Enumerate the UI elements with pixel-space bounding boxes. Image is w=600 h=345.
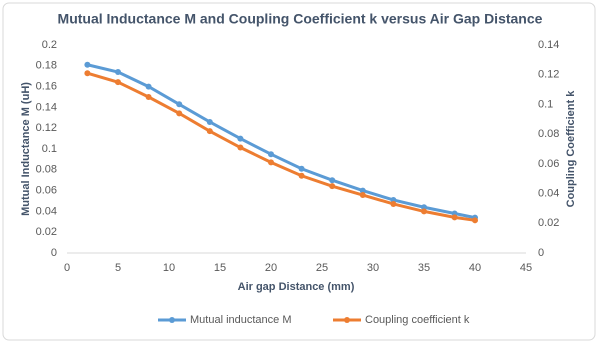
y-tick-label: 0.12 [36, 122, 57, 134]
data-point [421, 208, 427, 215]
x-tick-label: 45 [520, 262, 532, 274]
data-point [390, 200, 397, 207]
data-point [359, 192, 366, 199]
data-point [472, 217, 478, 224]
data-point [84, 61, 91, 68]
y2-tick-label: 0.1 [538, 98, 553, 110]
data-point [451, 214, 458, 221]
data-point [145, 83, 152, 90]
y2-axis-title: Coupling Coefficient k [565, 90, 577, 208]
y2-tick-label: 0 [538, 247, 544, 259]
data-point [115, 79, 121, 86]
y2-tick-label: 0.14 [538, 39, 559, 51]
x-tick-label: 15 [214, 262, 226, 274]
x-tick-label: 0 [64, 262, 70, 274]
x-tick-label: 25 [316, 262, 328, 274]
x-tick-label: 20 [265, 262, 277, 274]
y-tick-label: 0.04 [36, 205, 57, 217]
x-axis-title: Air gap Distance (mm) [238, 281, 355, 293]
legend-label: Coupling coefficient k [365, 314, 470, 326]
y2-tick-label: 0.04 [538, 187, 559, 199]
data-point [421, 204, 427, 211]
y2-tick-label: 0.08 [538, 128, 559, 140]
chart-title: Mutual Inductance M and Coupling Coeffic… [58, 11, 543, 27]
data-point [359, 187, 366, 194]
x-tick-label: 10 [163, 262, 175, 274]
data-point [298, 172, 305, 179]
y-axis-title: Mutual Inductance M (uH) [20, 82, 32, 216]
y-tick-label: 0.06 [36, 185, 57, 197]
data-point [237, 135, 244, 142]
legend-label: Mutual inductance M [190, 314, 292, 326]
y2-tick-label: 0.06 [538, 158, 559, 170]
data-point [176, 101, 183, 108]
series-line [86, 71, 476, 222]
x-tick-label: 30 [367, 262, 379, 274]
data-point [206, 128, 213, 135]
data-point [84, 70, 91, 77]
data-point [268, 159, 274, 166]
x-tick-label: 35 [418, 262, 430, 274]
data-point [237, 144, 244, 151]
y-tick-label: 0.16 [36, 81, 57, 93]
y-tick-label: 0.18 [36, 60, 57, 72]
y2-tick-label: 0.02 [538, 217, 559, 229]
data-point [329, 183, 336, 190]
data-point [298, 165, 305, 172]
series-line [87, 63, 476, 220]
y-tick-label: 0 [51, 247, 57, 259]
y-tick-label: 0.14 [36, 101, 57, 113]
y-tick-label: 0.1 [42, 143, 57, 155]
y-tick-label: 0.08 [36, 164, 57, 176]
y-tick-label: 0.2 [42, 39, 57, 51]
x-tick-label: 40 [469, 262, 481, 274]
data-point [115, 69, 121, 76]
data-point [329, 177, 336, 184]
y2-tick-label: 0.12 [538, 69, 559, 81]
data-point [176, 110, 183, 117]
x-tick-label: 5 [115, 262, 121, 274]
data-point [206, 118, 213, 125]
legend-marker [169, 317, 175, 323]
y-tick-label: 0.02 [36, 226, 57, 238]
legend-marker [344, 317, 350, 323]
data-point [268, 151, 274, 158]
data-point [145, 94, 152, 100]
